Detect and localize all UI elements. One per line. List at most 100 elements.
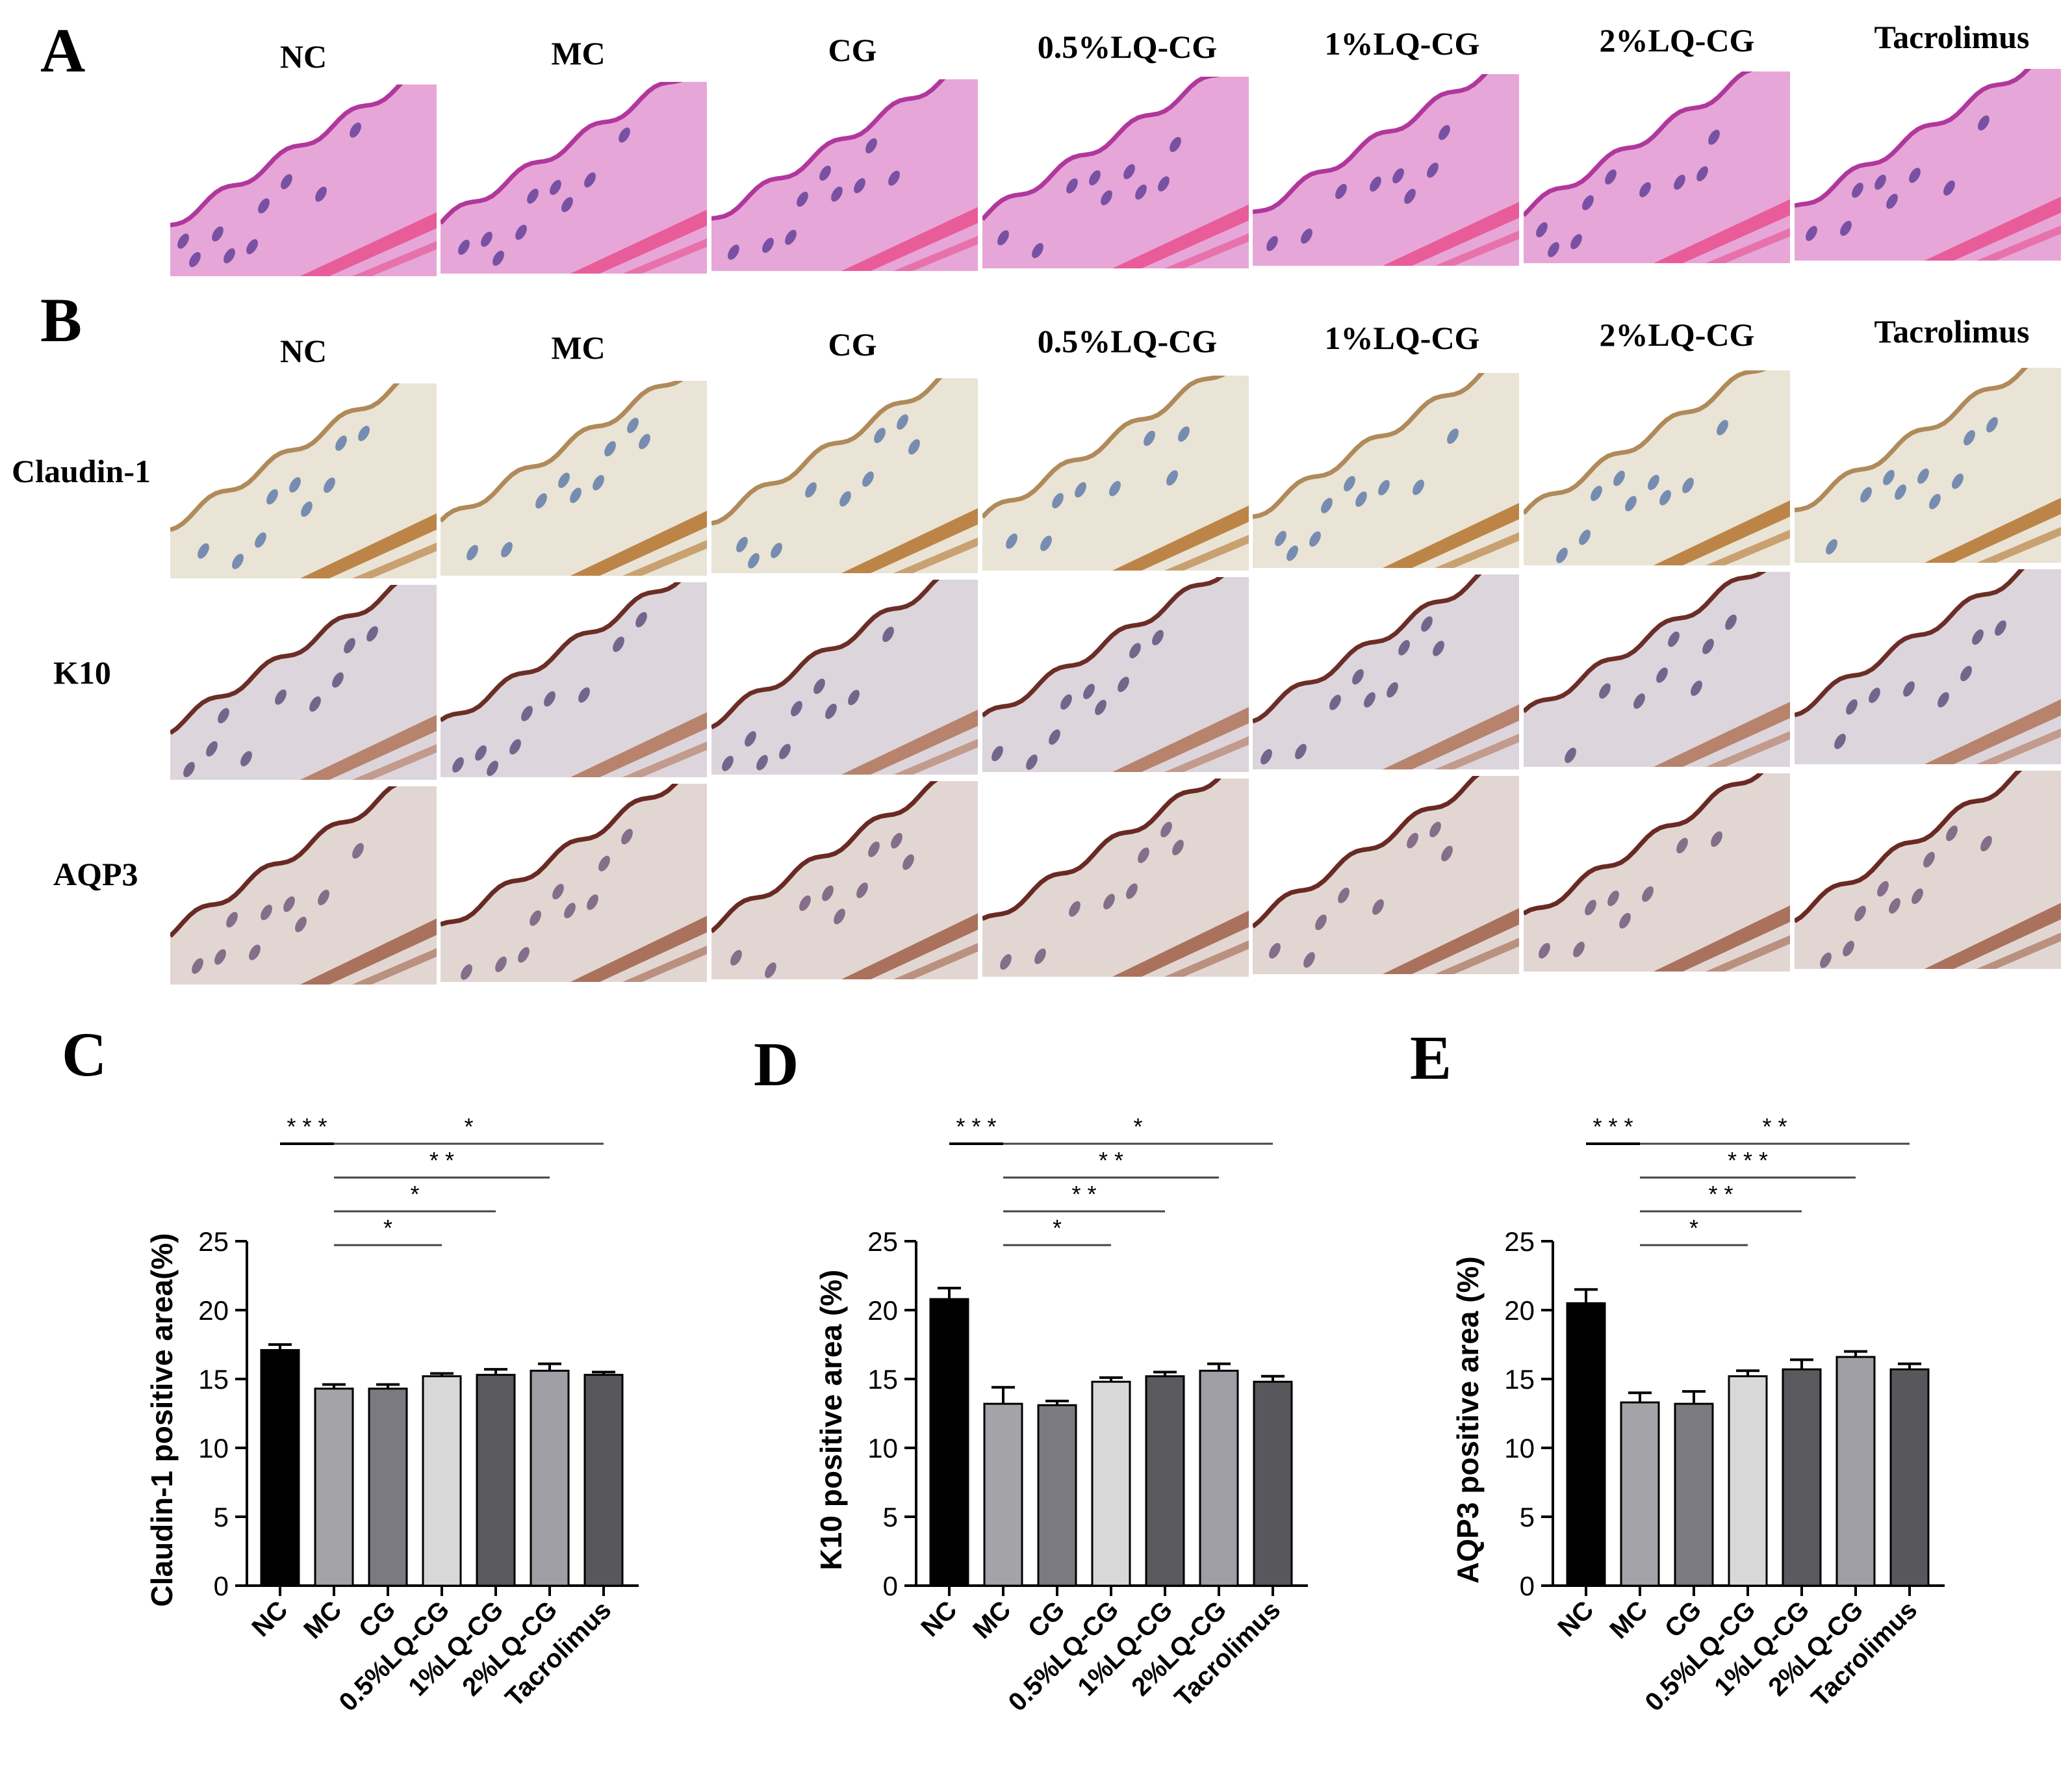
col-label-a-1: MC bbox=[551, 35, 606, 71]
chart2-ytick-label-0: 0 bbox=[1520, 1571, 1535, 1601]
chart0-ytick-label-3: 15 bbox=[198, 1364, 229, 1395]
row-label-aqp3: AQP3 bbox=[53, 856, 138, 892]
chart2-bar-1 bbox=[1620, 1401, 1660, 1587]
micrograph-claudin1-3 bbox=[982, 376, 1249, 571]
chart0-bar-0 bbox=[260, 1348, 300, 1587]
chart-aqp3: 0 5 10 15 20 25 AQP3 positive area (%) NC MC CG 0.… bbox=[1436, 1066, 2021, 1781]
chart1-sig-label-4: * bbox=[1053, 1215, 1062, 1241]
micrograph-aqp3-1 bbox=[441, 784, 707, 982]
micrograph-aqp3-4 bbox=[1253, 776, 1519, 974]
chart0-sig-label-3: * bbox=[410, 1181, 419, 1207]
col-label-b-1: MC bbox=[551, 329, 606, 366]
panel-label-e: E bbox=[1410, 1023, 1452, 1092]
micrograph-he-1 bbox=[441, 82, 707, 274]
micrograph-claudin1-6 bbox=[1795, 368, 2061, 563]
col-label-b-0: NC bbox=[279, 333, 327, 369]
col-label-a-3: 0.5%LQ-CG bbox=[1037, 29, 1218, 65]
panel-label-c: C bbox=[62, 1020, 107, 1089]
chart0-bar-2 bbox=[368, 1387, 408, 1587]
micrograph-aqp3-0 bbox=[170, 786, 437, 985]
chart1-ytick-label-1: 5 bbox=[883, 1502, 898, 1532]
chart2-bar-0 bbox=[1566, 1302, 1606, 1587]
chart2-xlabel-1: MC bbox=[1604, 1595, 1653, 1644]
row-label-k10: K10 bbox=[53, 654, 111, 691]
micrograph-claudin1-5 bbox=[1524, 370, 1790, 565]
chart2-sig-label-0: * * * bbox=[1592, 1113, 1633, 1140]
col-label-b-3: 0.5%LQ-CG bbox=[1037, 323, 1218, 359]
chart1-bar-4 bbox=[1145, 1375, 1185, 1587]
chart0-bar-6 bbox=[583, 1374, 624, 1587]
micrograph-k10-1 bbox=[441, 582, 707, 777]
micrograph-claudin1-2 bbox=[711, 378, 978, 573]
col-label-b-5: 2%LQ-CG bbox=[1599, 316, 1755, 353]
chart2-sig-label-4: * bbox=[1689, 1215, 1698, 1241]
chart0-ytick-label-2: 10 bbox=[198, 1433, 229, 1463]
chart1-ytick-label-2: 10 bbox=[867, 1433, 898, 1463]
col-label-b-4: 1%LQ-CG bbox=[1324, 320, 1480, 356]
chart0-bar-3 bbox=[422, 1375, 462, 1587]
chart0-xlabel-0: NC bbox=[246, 1595, 293, 1642]
micrograph-claudin1-0 bbox=[170, 383, 437, 578]
chart0-bar-5 bbox=[530, 1369, 570, 1587]
chart0-ylabel: Claudin-1 positive area(%) bbox=[145, 1233, 179, 1606]
chart1-xlabel-1: MC bbox=[967, 1595, 1016, 1644]
chart2-bar-5 bbox=[1835, 1356, 1876, 1587]
chart1-sig-label-2: * * bbox=[1099, 1147, 1123, 1174]
col-label-a-2: CG bbox=[828, 32, 877, 68]
micrograph-he-5 bbox=[1524, 71, 1790, 263]
chart2-ytick-label-2: 10 bbox=[1504, 1433, 1535, 1463]
col-label-b-2: CG bbox=[828, 326, 877, 363]
micrograph-k10-6 bbox=[1795, 569, 2061, 764]
micrograph-k10-3 bbox=[982, 577, 1249, 772]
micrograph-claudin1-4 bbox=[1253, 373, 1519, 568]
micrograph-aqp3-5 bbox=[1524, 773, 1790, 972]
micrograph-he-3 bbox=[982, 77, 1249, 268]
chart1-ytick-label-0: 0 bbox=[883, 1571, 898, 1601]
col-label-a-4: 1%LQ-CG bbox=[1324, 25, 1480, 62]
micrograph-aqp3-2 bbox=[711, 781, 978, 979]
micrograph-he-6 bbox=[1795, 69, 2061, 261]
chart-claudin1: 0 5 10 15 20 25 Claudin-1 positive area(%) NC MC… bbox=[130, 1066, 715, 1781]
chart2-ylabel: AQP3 positive area (%) bbox=[1451, 1256, 1485, 1584]
chart0-bar-4 bbox=[476, 1374, 516, 1587]
chart1-bar-1 bbox=[983, 1402, 1023, 1587]
chart1-bar-5 bbox=[1199, 1369, 1239, 1587]
micrograph-he-4 bbox=[1253, 74, 1519, 266]
col-label-a-0: NC bbox=[279, 38, 327, 75]
chart2-sig-label-1: * * bbox=[1762, 1113, 1787, 1140]
chart0-bar-1 bbox=[314, 1387, 354, 1587]
micrograph-he-2 bbox=[711, 79, 978, 271]
col-label-a-5: 2%LQ-CG bbox=[1599, 22, 1755, 58]
chart1-ytick-label-3: 15 bbox=[867, 1364, 898, 1395]
chart2-ytick-label-3: 15 bbox=[1504, 1364, 1535, 1395]
chart2-sig-label-2: * * * bbox=[1728, 1147, 1768, 1174]
micrograph-aqp3-3 bbox=[982, 779, 1249, 977]
chart1-xlabel-0: NC bbox=[915, 1595, 962, 1642]
chart2-bar-6 bbox=[1889, 1368, 1930, 1587]
chart-claudin1-svg: 0 5 10 15 20 25 Claudin-1 positive area(%) NC MC… bbox=[145, 1113, 639, 1717]
chart1-bar-3 bbox=[1091, 1380, 1131, 1587]
micrograph-k10-5 bbox=[1524, 572, 1790, 767]
chart0-xlabel-1: MC bbox=[298, 1595, 347, 1644]
chart0-sig-label-4: * bbox=[383, 1215, 392, 1241]
chart0-sig-label-0: * * * bbox=[287, 1113, 327, 1140]
chart2-ytick-label-4: 20 bbox=[1504, 1295, 1535, 1326]
col-label-a-6: Tacrolimus bbox=[1874, 19, 2030, 55]
panel-label-b: B bbox=[40, 285, 83, 355]
chart-k10: 0 5 10 15 20 25 K10 positive area (%) NC MC CG 0.5… bbox=[799, 1066, 1384, 1781]
micrograph-he-0 bbox=[170, 84, 437, 276]
micrograph-k10-4 bbox=[1253, 574, 1519, 769]
micrograph-aqp3-6 bbox=[1795, 771, 2061, 969]
panel-label-a: A bbox=[40, 16, 86, 85]
chart1-bar-2 bbox=[1037, 1404, 1077, 1587]
chart0-ytick-label-5: 25 bbox=[198, 1226, 229, 1257]
chart1-ytick-label-4: 20 bbox=[867, 1295, 898, 1326]
micrograph-k10-2 bbox=[711, 580, 978, 775]
chart0-ytick-label-4: 20 bbox=[198, 1295, 229, 1326]
chart1-bar-0 bbox=[929, 1298, 969, 1587]
chart2-xlabel-0: NC bbox=[1552, 1595, 1599, 1642]
chart2-bar-4 bbox=[1782, 1368, 1822, 1587]
chart0-sig-label-2: * * bbox=[429, 1147, 454, 1174]
